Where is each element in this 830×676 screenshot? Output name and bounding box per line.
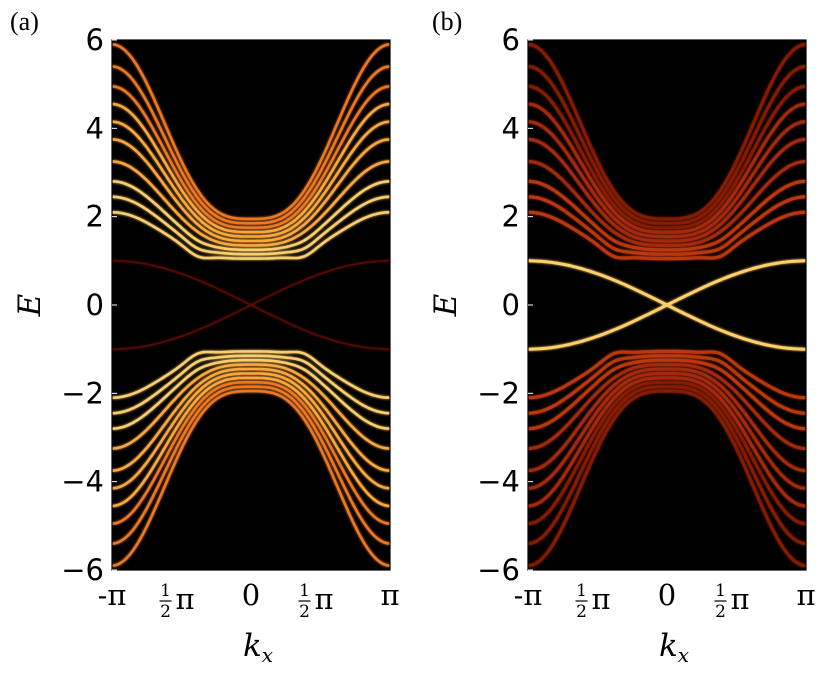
svg-text:π: π [380, 578, 399, 612]
conduction-band-4 [112, 160, 390, 247]
svg-text:0: 0 [658, 578, 676, 612]
conduction-band-3 [112, 180, 390, 252]
svg-text:2: 2 [576, 602, 587, 622]
conduction-band-9 [112, 65, 390, 225]
svg-text:π: π [731, 582, 750, 616]
valence-band-1 [528, 349, 806, 400]
y-axis-label: E [12, 293, 48, 317]
valence-band-5 [528, 367, 806, 473]
x-tick-label: 0 [658, 578, 676, 612]
valence-band-4 [112, 363, 390, 450]
edge-state-down [528, 259, 806, 351]
y-tick-label: 0 [502, 288, 520, 322]
y-tick-label: 2 [86, 200, 104, 234]
spectral-bands [112, 43, 390, 567]
edge-state-down [112, 259, 390, 351]
y-tick-label: 2 [502, 200, 520, 234]
svg-text:π: π [315, 582, 334, 616]
y-tick-label: −6 [61, 553, 104, 587]
svg-text:2: 2 [715, 602, 726, 622]
y-axis-label: E [428, 293, 464, 317]
svg-text:1: 1 [576, 581, 587, 601]
y-tick-label: 6 [86, 23, 104, 57]
valence-band-3 [112, 358, 390, 430]
x-tick-label: π [796, 578, 815, 612]
valence-band-7 [528, 376, 806, 508]
valence-band-7 [112, 376, 390, 508]
conduction-band-10 [528, 42, 806, 221]
x-tick-label: 12 π [714, 581, 750, 622]
svg-text:1: 1 [715, 581, 726, 601]
valence-band-8 [528, 380, 806, 526]
conduction-band-5 [528, 137, 806, 243]
svg-text:π: π [591, 582, 610, 616]
valence-band-6 [112, 372, 390, 490]
conduction-band-3 [528, 179, 806, 252]
x-tick-label: -π [98, 578, 127, 612]
conduction-band-8 [528, 84, 806, 230]
x-axis-label: kx [659, 628, 689, 667]
x-tick-label: 12 π [575, 581, 611, 622]
spectral-bands [528, 42, 806, 568]
svg-text:0: 0 [242, 578, 260, 612]
valence-band-10 [112, 389, 390, 567]
svg-text:π: π [796, 578, 815, 612]
conduction-band-6 [112, 120, 390, 238]
x-tick-label: 0 [242, 578, 260, 612]
valence-band-2 [528, 354, 806, 415]
y-tick-label: −4 [477, 465, 520, 499]
conduction-band-2 [112, 195, 390, 256]
x-axis-label: kx [243, 628, 273, 667]
valence-band-9 [528, 385, 806, 546]
svg-text:π: π [175, 582, 194, 616]
valence-band-1 [112, 350, 390, 399]
valence-band-4 [528, 363, 806, 451]
conduction-band-4 [528, 159, 806, 247]
conduction-band-5 [112, 138, 390, 243]
x-tick-label: 12 π [298, 581, 334, 622]
conduction-band-7 [112, 102, 390, 234]
panel-label: (a) [10, 7, 39, 36]
x-tick-label: 12 π [159, 581, 195, 622]
svg-text:1: 1 [299, 581, 310, 601]
conduction-band-2 [528, 195, 806, 256]
conduction-band-1 [528, 210, 806, 261]
valence-band-6 [528, 371, 806, 490]
y-tick-label: 4 [86, 111, 104, 145]
x-tick-label: π [380, 578, 399, 612]
y-tick-label: −4 [61, 465, 104, 499]
conduction-band-8 [112, 85, 390, 229]
svg-text:1: 1 [160, 581, 171, 601]
conduction-band-6 [528, 120, 806, 239]
svg-text:-π: -π [514, 578, 543, 612]
conduction-band-1 [112, 211, 390, 260]
y-tick-label: −2 [477, 376, 520, 410]
y-tick-label: −2 [61, 376, 104, 410]
svg-text:-π: -π [98, 578, 127, 612]
svg-text:2: 2 [160, 602, 171, 622]
valence-band-10 [528, 389, 806, 568]
conduction-band-9 [528, 64, 806, 225]
y-tick-label: 0 [86, 288, 104, 322]
y-tick-label: 4 [502, 111, 520, 145]
valence-band-2 [112, 354, 390, 415]
valence-band-9 [112, 385, 390, 545]
svg-text:2: 2 [299, 602, 310, 622]
y-tick-label: 6 [502, 23, 520, 57]
y-tick-label: −6 [477, 553, 520, 587]
conduction-band-7 [528, 102, 806, 234]
valence-band-8 [112, 381, 390, 525]
conduction-band-10 [112, 43, 390, 221]
x-tick-label: -π [514, 578, 543, 612]
valence-band-5 [112, 367, 390, 472]
panel-label: (b) [432, 7, 462, 36]
valence-band-3 [528, 358, 806, 431]
